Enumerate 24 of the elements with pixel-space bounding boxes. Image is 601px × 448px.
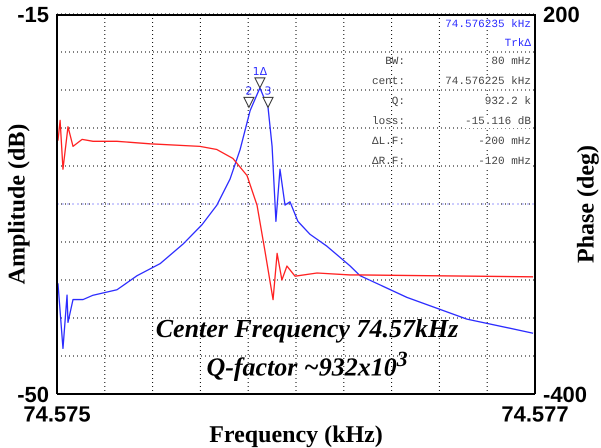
annotation: loss: [370, 116, 405, 128]
y-tick-label: -15 [17, 2, 49, 27]
annotation: -200 mHz [478, 136, 531, 148]
annotation: Center Frequency 74.57kHz [154, 314, 460, 344]
annotation: cent: [370, 76, 405, 88]
annotation: Q-factor ~932x10$^{3}$ [205, 346, 409, 383]
annotation: 3 [264, 84, 272, 98]
annotation: TrkΔ [504, 37, 531, 52]
annotation: 74.576225 kHz [445, 76, 531, 88]
annotation: 932.2 k [484, 96, 531, 108]
annotation: -120 mHz [478, 156, 531, 168]
annotation: 74.576235 kHz [445, 18, 531, 33]
annotation: 1Δ [252, 64, 268, 78]
annotation: -15.116 dB [464, 116, 531, 128]
annotation: ΔR.F: [370, 156, 405, 168]
y-axis-title: Amplitude (dB) [4, 124, 31, 284]
annotation: 80 mHz [491, 56, 531, 68]
annotation: BW: [384, 56, 405, 68]
x-axis-title: Frequency (kHz) [209, 422, 383, 448]
y2-tick-label: 200 [543, 2, 580, 27]
y2-axis-title: Phase (deg) [574, 145, 600, 263]
annotation: 2 [245, 84, 252, 98]
annotation: Q: [390, 96, 405, 108]
annotation: ΔL.F: [370, 136, 405, 148]
